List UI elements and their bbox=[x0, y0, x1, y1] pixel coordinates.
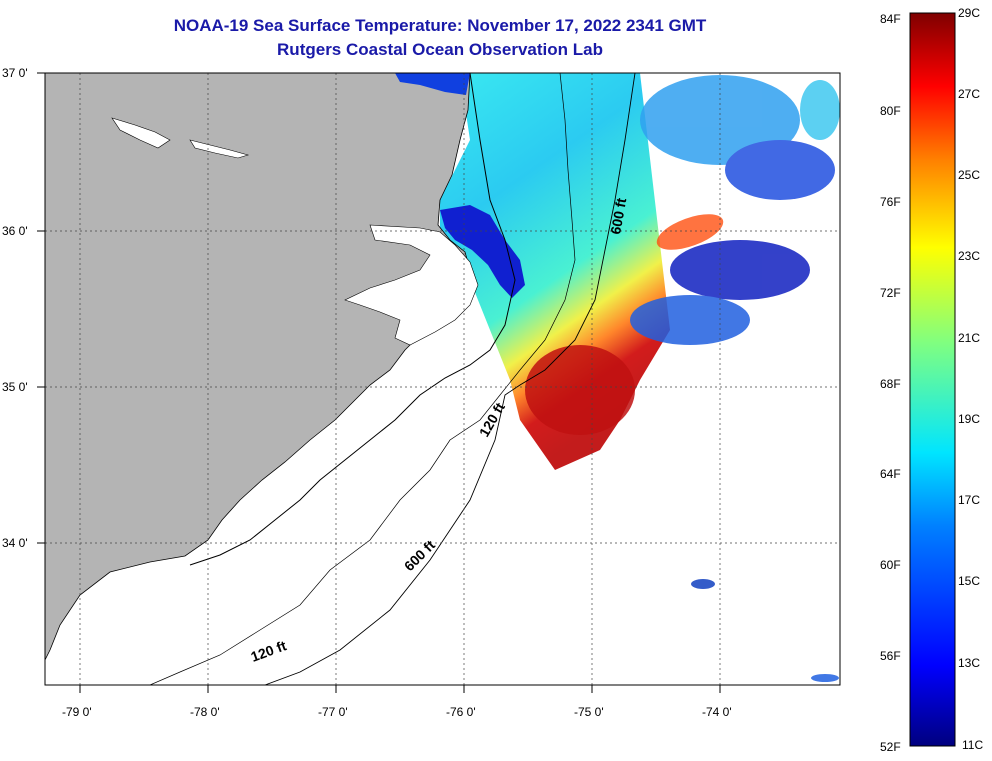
land-mass bbox=[45, 73, 471, 661]
cb-f-76: 76F bbox=[880, 195, 901, 209]
axis-ticks bbox=[37, 72, 721, 693]
cb-c-23: 23C bbox=[958, 249, 981, 263]
warm-core bbox=[525, 345, 635, 435]
map-subtitle: Rutgers Coastal Ocean Observation Lab bbox=[277, 40, 603, 59]
lat-label-37: 37 0' bbox=[2, 66, 28, 80]
contour-label-600ft-north: 600 ft bbox=[607, 196, 629, 235]
cb-c-27: 27C bbox=[958, 87, 981, 101]
contour-600ft bbox=[264, 73, 636, 685]
graticule bbox=[45, 73, 840, 685]
lon-label-78: -78 0' bbox=[190, 705, 220, 719]
cb-c-11: 11C bbox=[962, 738, 984, 752]
barrier-islands bbox=[189, 73, 516, 566]
colorbar bbox=[909, 12, 956, 747]
cb-f-52: 52F bbox=[880, 740, 901, 754]
cb-f-72: 72F bbox=[880, 286, 901, 300]
cb-f-80: 80F bbox=[880, 104, 901, 118]
lon-label-74: -74 0' bbox=[702, 705, 732, 719]
lon-label-75: -75 0' bbox=[574, 705, 604, 719]
cb-f-68: 68F bbox=[880, 377, 901, 391]
contour-120ft bbox=[149, 73, 576, 685]
lat-label-35: 35 0' bbox=[2, 380, 28, 394]
cb-c-17: 17C bbox=[958, 493, 981, 507]
cb-c-25: 25C bbox=[958, 168, 981, 182]
cb-c-29: 29C bbox=[958, 6, 981, 20]
chesapeake-inlet bbox=[111, 117, 171, 149]
warm-eddy bbox=[656, 214, 724, 250]
map-title: NOAA-19 Sea Surface Temperature: Novembe… bbox=[173, 16, 707, 35]
cb-c-21: 21C bbox=[958, 331, 981, 345]
lon-label-76: -76 0' bbox=[446, 705, 476, 719]
cb-f-64: 64F bbox=[880, 467, 901, 481]
lat-label-36: 36 0' bbox=[2, 224, 28, 238]
lat-label-34: 34 0' bbox=[2, 536, 28, 550]
cb-c-13: 13C bbox=[958, 656, 981, 670]
cb-f-60: 60F bbox=[880, 558, 901, 572]
cb-f-84: 84F bbox=[880, 12, 901, 26]
map-frame bbox=[44, 72, 841, 686]
cb-c-19: 19C bbox=[958, 412, 981, 426]
albemarle-river bbox=[189, 139, 250, 159]
lon-label-77: -77 0' bbox=[318, 705, 348, 719]
coastal-estuary bbox=[440, 205, 525, 298]
cb-c-15: 15C bbox=[958, 574, 981, 588]
pamlico-sound bbox=[344, 224, 479, 346]
bay-mouth bbox=[395, 73, 470, 95]
cb-f-56: 56F bbox=[880, 649, 901, 663]
lon-label-79: -79 0' bbox=[62, 705, 92, 719]
